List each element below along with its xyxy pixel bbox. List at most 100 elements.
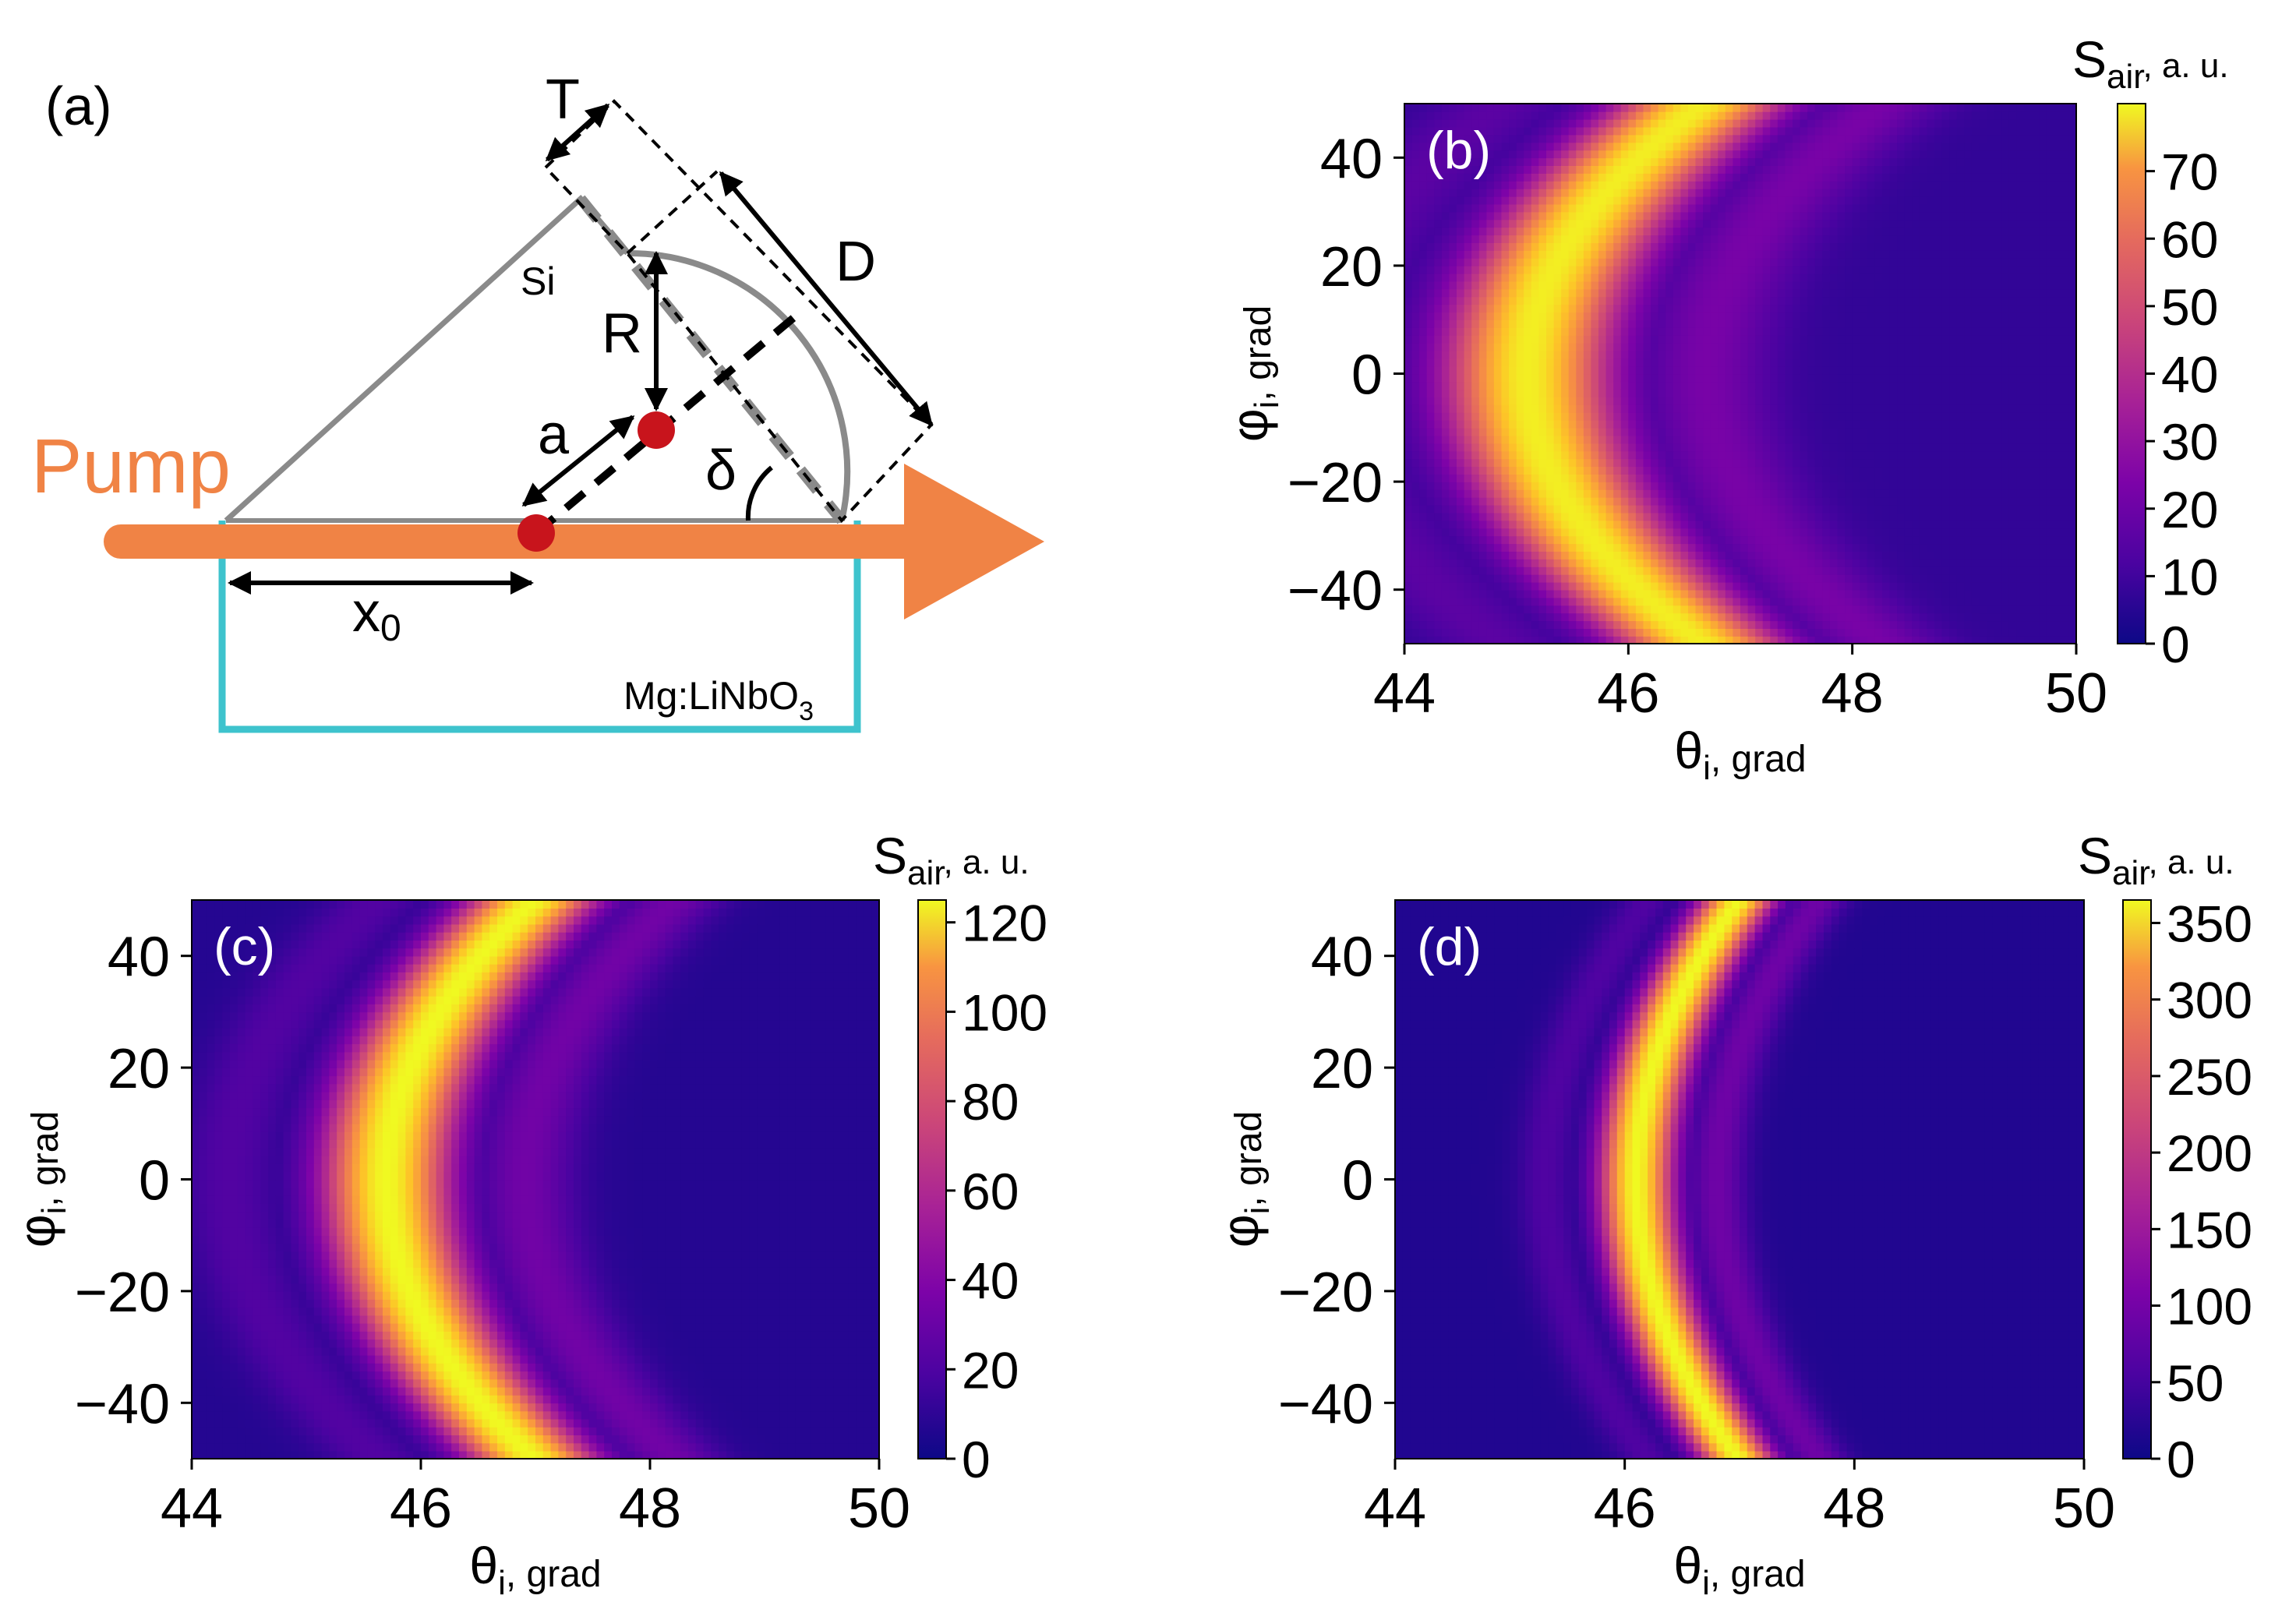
heatmap-cell	[1762, 581, 1771, 591]
heatmap-cell	[1643, 435, 1651, 444]
heatmap-cell	[1845, 528, 1853, 537]
heatmap-cell	[1673, 581, 1682, 591]
heatmap-cell	[1845, 273, 1853, 282]
heatmap-cell	[1867, 543, 1876, 552]
heatmap-cell	[1852, 504, 1861, 514]
heatmap-cell	[1762, 173, 1771, 182]
heatmap-cell	[1635, 196, 1644, 205]
heatmap-cell	[1598, 581, 1607, 591]
heatmap-cell	[1829, 496, 1839, 506]
heatmap-cell	[1464, 350, 1472, 359]
heatmap-cell	[1904, 242, 1913, 251]
heatmap-cell	[1770, 482, 1779, 490]
heatmap-cell	[1628, 188, 1637, 197]
heatmap-cell	[1688, 504, 1697, 514]
heatmap-cell	[1516, 373, 1525, 383]
heatmap-cell	[1464, 597, 1472, 606]
heatmap-cell	[1493, 397, 1503, 405]
heatmap-cell	[1665, 150, 1674, 159]
heatmap-cell	[1822, 327, 1831, 336]
heatmap-cell	[1904, 312, 1913, 320]
heatmap-cell	[1651, 605, 1659, 614]
heatmap-cell	[1531, 219, 1540, 228]
heatmap-cell	[1695, 219, 1704, 228]
heatmap-cell	[1867, 111, 1876, 120]
heatmap-cell	[1509, 443, 1517, 452]
heatmap-cell	[1904, 165, 1913, 174]
heatmap-cell	[1658, 126, 1666, 136]
heatmap-cell	[1457, 535, 1465, 545]
crystal-outline	[218, 521, 861, 733]
heatmap-cell	[1441, 327, 1450, 336]
heatmap-cell	[1411, 389, 1420, 397]
heatmap-cell	[1426, 419, 1436, 429]
heatmap-cell	[1643, 489, 1651, 498]
heatmap-cell	[1546, 258, 1555, 266]
heatmap-cell	[1747, 296, 1756, 305]
heatmap-cell	[1845, 265, 1853, 274]
heatmap-cell	[1613, 581, 1622, 591]
heatmap-cell	[1635, 620, 1644, 629]
heatmap-cell	[1591, 551, 1599, 559]
heatmap-cell	[1807, 620, 1816, 629]
heatmap-cell	[1703, 474, 1711, 482]
heatmap-cell	[1591, 104, 1599, 112]
heatmap-cell	[1874, 242, 1883, 251]
heatmap-cell	[1762, 559, 1771, 567]
heatmap-cell	[1703, 427, 1711, 436]
heatmap-cell	[1411, 589, 1420, 598]
heatmap-cell	[1814, 142, 1824, 151]
heatmap-cell	[1837, 227, 1846, 236]
heatmap-cell	[1755, 157, 1764, 166]
heatmap-cell	[1665, 574, 1674, 583]
heatmap-cell	[1695, 304, 1704, 313]
heatmap-cell	[1755, 620, 1764, 629]
heatmap-cell	[1449, 450, 1457, 460]
heatmap-cell	[1419, 304, 1428, 313]
heatmap-cell	[1718, 528, 1726, 537]
heatmap-cell	[1605, 543, 1614, 552]
heatmap-cell	[1419, 504, 1428, 514]
heatmap-cell	[1793, 597, 1801, 606]
heatmap-cell	[1635, 450, 1644, 460]
heatmap-cell	[1509, 381, 1517, 390]
heatmap-cell	[1464, 512, 1472, 521]
heatmap-cell	[1583, 365, 1592, 375]
heatmap-cell	[1852, 419, 1861, 429]
heatmap-cell	[1889, 520, 1898, 529]
heatmap-cell	[1785, 173, 1793, 182]
heatmap-cell	[1852, 219, 1861, 228]
heatmap-cell	[1912, 150, 1920, 159]
heatmap-cell	[1419, 636, 1428, 644]
heatmap-cell	[1665, 566, 1674, 575]
heatmap-cell	[1829, 173, 1839, 182]
heatmap-cell	[1516, 219, 1525, 228]
heatmap-cell	[1598, 474, 1607, 482]
heatmap-cell	[1703, 458, 1711, 468]
heatmap-cell	[1710, 181, 1719, 189]
heatmap-cell	[1785, 327, 1793, 336]
heatmap-cell	[1628, 504, 1637, 514]
heatmap-cell	[1897, 404, 1906, 413]
heatmap-cell	[1740, 173, 1749, 182]
heatmap-cell	[1635, 504, 1644, 514]
heatmap-cell	[1665, 520, 1674, 529]
heatmap-cell	[1695, 342, 1704, 351]
heatmap-cell	[1680, 419, 1689, 429]
heatmap-cell	[1419, 520, 1428, 529]
heatmap-cell	[1665, 496, 1674, 506]
heatmap-cell	[1546, 589, 1555, 598]
heatmap-cell	[1740, 203, 1749, 213]
heatmap-cell	[1852, 296, 1861, 305]
heatmap-cell	[1635, 342, 1644, 351]
heatmap-cell	[1501, 327, 1510, 336]
heatmap-cell	[1493, 574, 1503, 583]
heatmap-cell	[1680, 281, 1689, 290]
heatmap-cell	[1897, 312, 1906, 320]
heatmap-cell	[1576, 358, 1584, 367]
heatmap-cell	[1524, 496, 1532, 506]
heatmap-cell	[1516, 528, 1525, 537]
heatmap-cell	[1524, 358, 1532, 367]
heatmap-cell	[1419, 404, 1428, 413]
